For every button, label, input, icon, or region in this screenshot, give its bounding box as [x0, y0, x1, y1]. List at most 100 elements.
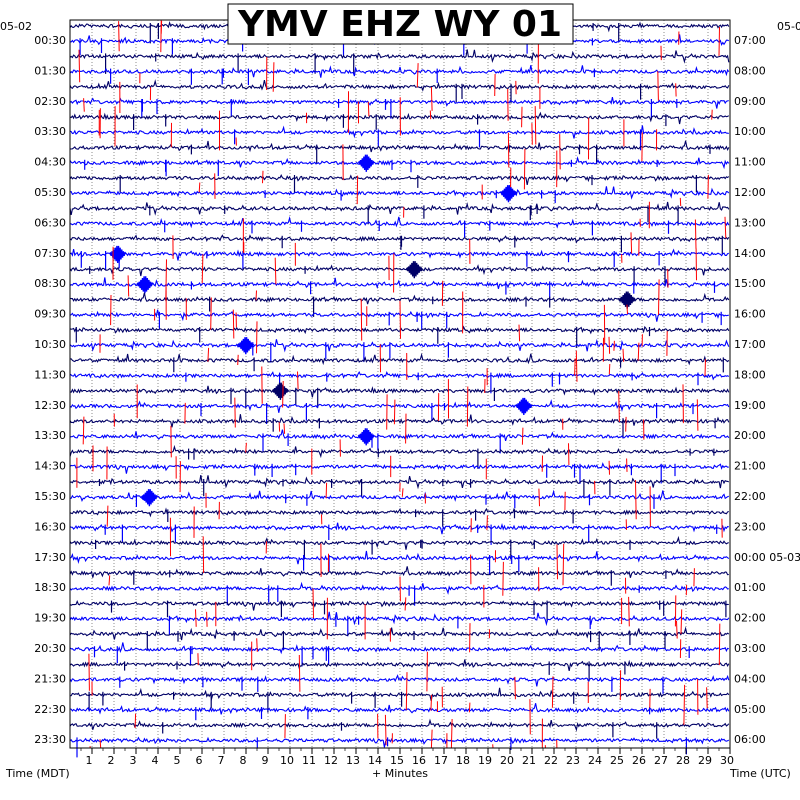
- x-tick-label: 20: [500, 754, 514, 767]
- left-hour-label: 19:30: [34, 612, 66, 625]
- red-spike: [198, 182, 201, 193]
- red-spike: [256, 321, 258, 354]
- red-spike: [298, 654, 301, 692]
- red-spike: [245, 442, 247, 453]
- red-spike: [325, 482, 328, 499]
- red-spike: [426, 651, 428, 692]
- left-hour-label: 12:30: [34, 399, 66, 412]
- red-spike: [628, 596, 630, 627]
- seismic-trace: [69, 642, 729, 655]
- right-hour-label: 22:00: [734, 490, 766, 503]
- left-hour-label: 09:30: [34, 308, 66, 321]
- left-hour-label: 06:30: [34, 216, 66, 229]
- seismic-trace: [69, 96, 729, 109]
- red-spike: [195, 609, 197, 627]
- x-tick-label: 11: [302, 754, 316, 767]
- seismic-trace: [69, 234, 730, 244]
- left-hour-label: 16:30: [34, 520, 66, 533]
- right-hour-label: 19:00: [734, 399, 766, 412]
- seismic-trace: [69, 550, 730, 565]
- red-spike: [405, 672, 408, 711]
- left-hour-label: 07:30: [34, 247, 66, 260]
- x-tick-label: 6: [196, 754, 203, 767]
- seismic-trace: [69, 248, 729, 261]
- red-spike: [622, 348, 625, 362]
- red-spike: [262, 170, 264, 184]
- event-burst: [405, 261, 423, 279]
- seismic-trace: [69, 215, 730, 229]
- red-spike: [367, 101, 370, 117]
- x-tick-label: 1: [86, 754, 93, 767]
- red-spike: [284, 714, 286, 739]
- x-tick-label: 2: [108, 754, 115, 767]
- red-spike: [658, 279, 660, 315]
- red-spike: [618, 390, 620, 423]
- event-burst: [499, 185, 518, 203]
- red-spike: [416, 63, 419, 88]
- seismic-trace: [69, 599, 729, 611]
- seismic-trace: [69, 292, 730, 305]
- x-tick-label: 10: [280, 754, 294, 767]
- red-spike: [404, 597, 407, 611]
- x-tick-label: 28: [676, 754, 690, 767]
- red-spike: [78, 49, 81, 83]
- right-hour-label: 10:00: [734, 125, 766, 138]
- right-hour-label: 07:00: [734, 34, 766, 47]
- red-spike: [637, 342, 640, 361]
- red-spike: [707, 174, 709, 199]
- x-tick-label: 18: [456, 754, 470, 767]
- seismic-trace: [69, 611, 730, 627]
- red-spike: [360, 298, 363, 341]
- red-spike: [680, 609, 683, 635]
- red-spike: [696, 399, 699, 431]
- red-spike: [430, 86, 433, 111]
- seismic-trace: [69, 462, 729, 474]
- seismic-trace: [69, 49, 730, 64]
- red-spike: [538, 488, 540, 507]
- red-spike: [704, 359, 706, 377]
- axis-labels: 00:30 01:30 02:30 03:30 04:30 05:30 06:30 07:30…: [34, 34, 800, 746]
- red-spike: [711, 109, 713, 120]
- left-hour-label: 02:30: [34, 95, 66, 108]
- right-hour-label: 23:00: [734, 520, 766, 533]
- right-hour-label: 15:00: [734, 277, 766, 290]
- red-spike: [718, 26, 720, 56]
- red-spike: [683, 684, 686, 725]
- right-hour-label: 17:00: [734, 338, 766, 351]
- right-hour-label: 12:00: [734, 186, 766, 199]
- red-spike: [635, 480, 637, 520]
- left-axis-label: Time (MDT): [5, 767, 70, 780]
- red-spike: [393, 399, 396, 425]
- red-spike: [559, 134, 561, 170]
- left-hour-label: 17:30: [34, 551, 66, 564]
- right-hour-label: 01:00: [734, 581, 766, 594]
- left-hour-label: 15:30: [34, 490, 66, 503]
- event-burst: [140, 489, 158, 507]
- seismic-trace: [69, 489, 730, 503]
- red-spike: [514, 676, 516, 700]
- red-spike: [523, 148, 526, 190]
- left-hour-label: 11:30: [34, 368, 66, 381]
- red-spike: [312, 588, 314, 619]
- red-spike: [207, 347, 210, 362]
- seismic-trace: [69, 338, 730, 353]
- red-spike: [468, 702, 471, 713]
- seismic-trace: [69, 371, 730, 381]
- event-burst: [109, 245, 127, 264]
- left-hour-label: 13:30: [34, 429, 66, 442]
- red-spike: [608, 336, 611, 354]
- x-tick-label: 25: [610, 754, 624, 767]
- left-hour-label: 10:30: [34, 338, 66, 351]
- seismic-trace: [69, 156, 730, 170]
- x-tick-label: 4: [152, 754, 159, 767]
- x-tick-label: 30: [720, 754, 734, 767]
- x-tick-label: 29: [698, 754, 712, 767]
- right-hour-label: 08:00: [734, 64, 766, 77]
- red-spike: [502, 561, 504, 596]
- right-hour-label: 14:00: [734, 247, 766, 260]
- event-burst: [357, 154, 375, 172]
- seismic-trace: [69, 186, 730, 200]
- seismic-trace: [69, 174, 730, 186]
- seismic-trace: [69, 736, 730, 748]
- x-tick-label: 7: [218, 754, 225, 767]
